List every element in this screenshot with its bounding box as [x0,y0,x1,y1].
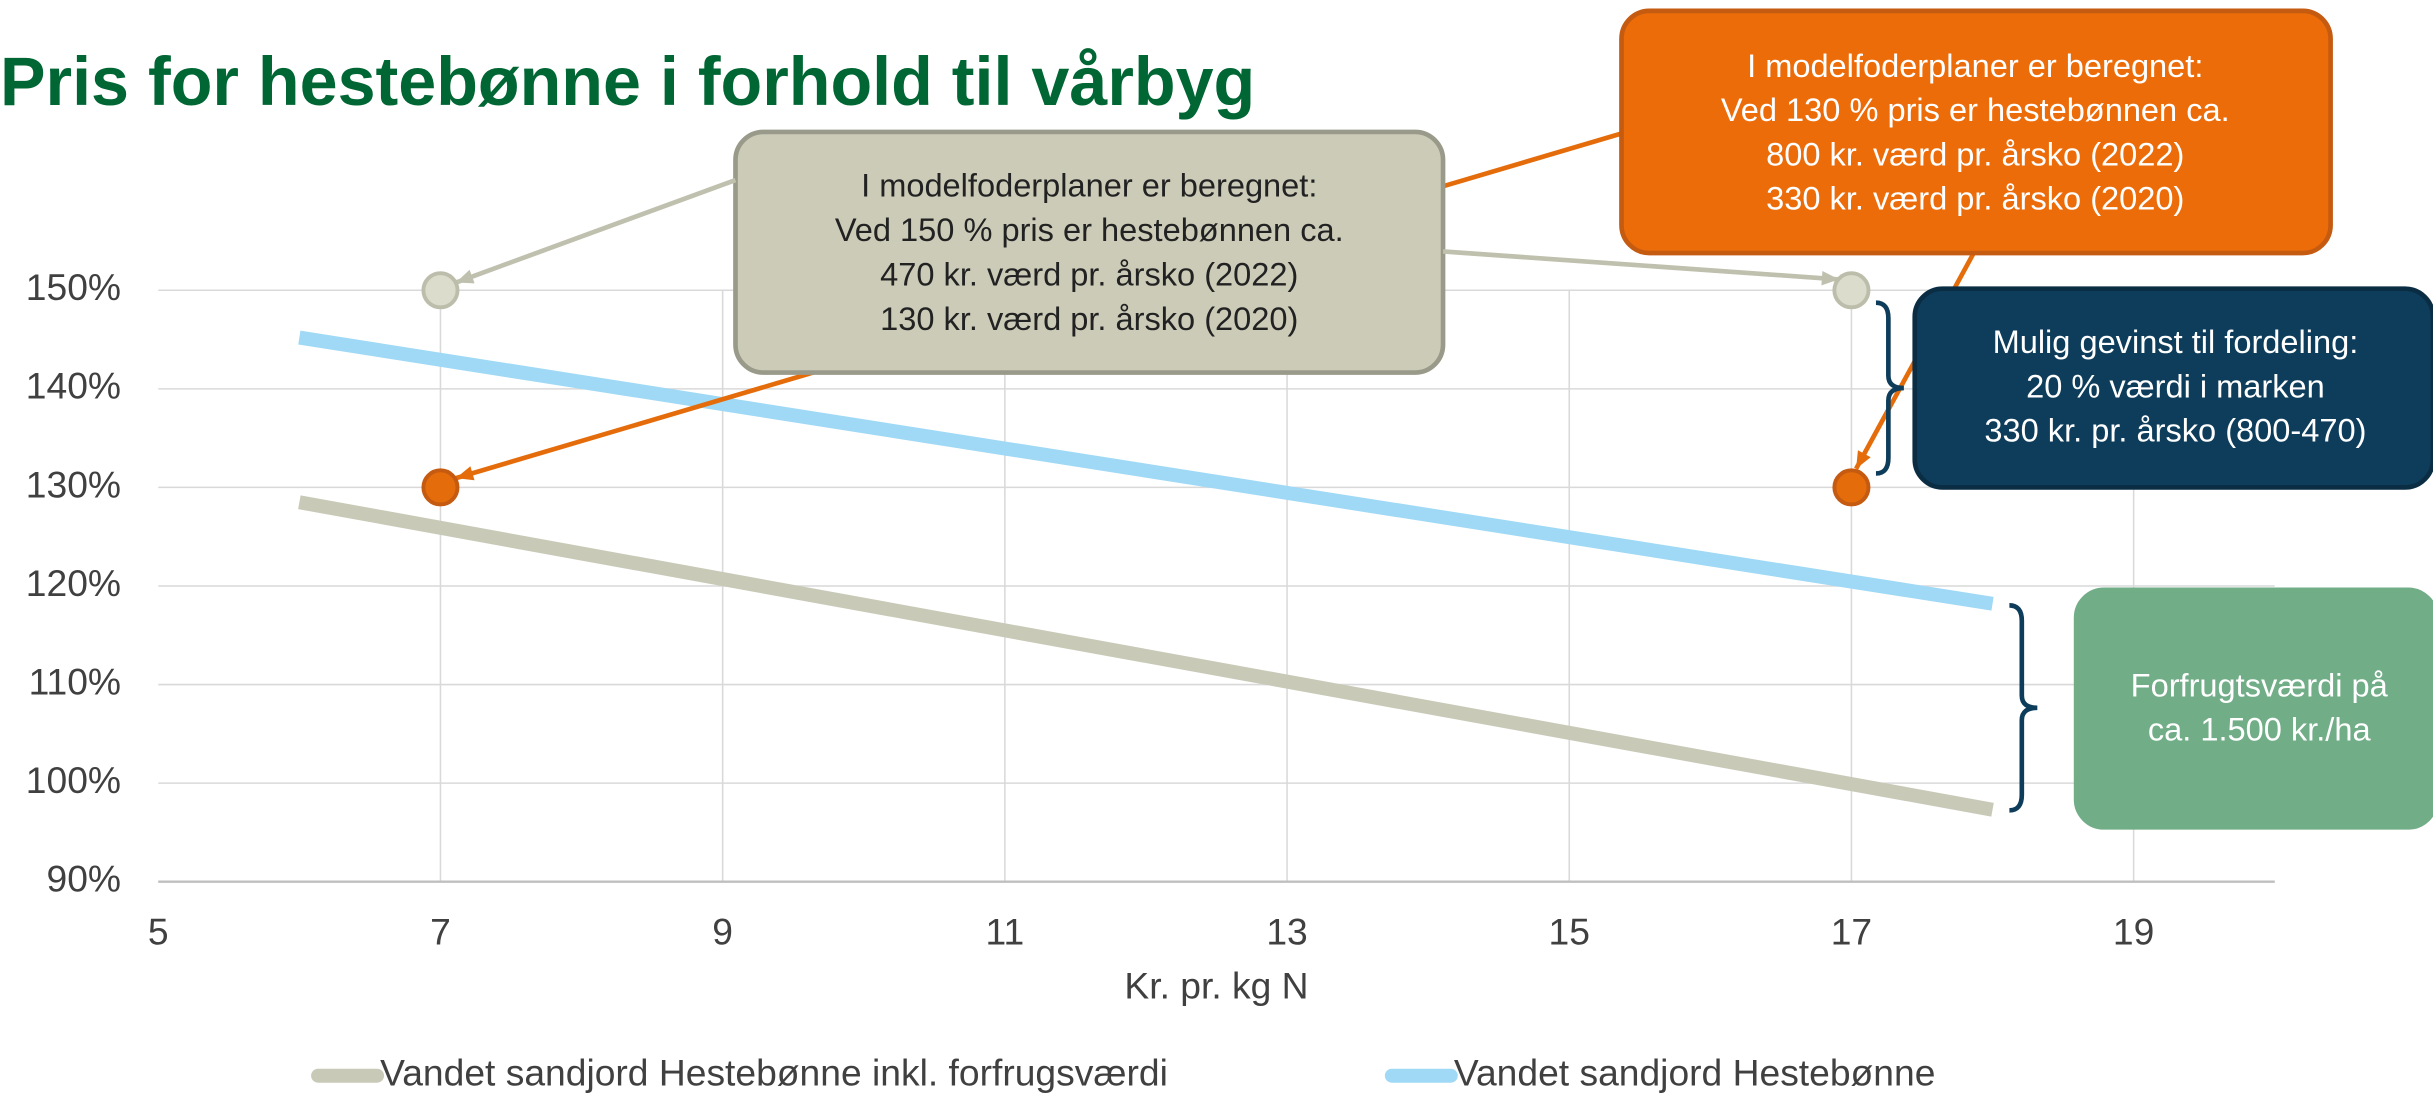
arrow-head [1821,270,1840,286]
annotation-text: 130 kr. værd pr. årsko (2020) [880,300,1298,337]
y-tick-label: 100% [26,759,121,801]
annotation-text: I modelfoderplaner er beregnet: [861,166,1317,203]
brace [2009,603,2038,813]
arrow-head [455,269,475,284]
brace [1875,300,1904,476]
x-tick-label: 19 [2113,910,2154,952]
annotation-text: 330 kr. værd pr. årsko (2020) [1766,180,2184,217]
legend-label: Vandet sandjord Hestebønne [1454,1052,1936,1094]
y-tick-label: 150% [26,266,121,308]
y-tick-label: 110% [29,660,121,702]
chart-title: Pris for hestebønne i forhold til vårbyg [0,44,1255,120]
annotation-text: 470 kr. værd pr. årsko (2022) [880,256,1298,293]
y-tick-label: 140% [26,365,121,407]
x-tick-label: 9 [712,910,733,952]
annotation-box [1912,286,2433,490]
x-tick-label: 11 [986,910,1025,952]
arrow-head [455,466,475,481]
y-tick-label: 130% [26,463,121,505]
annotation-text: 800 kr. værd pr. årsko (2022) [1766,135,2184,172]
arrow [455,177,737,285]
marker [421,271,460,310]
series-line [298,330,1994,611]
annotation-text: Ved 150 % pris er hestebønnen ca. [835,211,1344,248]
annotation-text: Mulig gevinst til fordeling: [1993,323,2359,360]
marker [1832,468,1871,507]
y-tick-label: 120% [26,562,121,604]
arrow [1442,249,1840,282]
annotation-text: 20 % værdi i marken [2026,367,2325,404]
x-tick-label: 17 [1831,910,1872,952]
annotation-text: ca. 1.500 kr./ha [2148,710,2372,747]
annotation-text: Ved 130 % pris er hestebønnen ca. [1721,91,2230,128]
marker [1832,271,1871,310]
marker [421,468,460,507]
annotation-box [1619,8,2333,256]
legend-label: Vandet sandjord Hestebønne inkl. forfrug… [380,1052,1168,1094]
annotation-text: Forfrugtsværdi på [2131,666,2389,703]
annotation-text: I modelfoderplaner er beregnet: [1747,47,2203,84]
x-axis-label: Kr. pr. kg N [1124,965,1308,1007]
y-tick-label: 90% [47,858,122,900]
annotation-box [2073,587,2433,830]
series-line [298,495,1994,817]
x-tick-label: 13 [1266,910,1307,952]
x-tick-label: 15 [1549,910,1590,952]
x-tick-label: 5 [148,910,169,952]
x-tick-label: 7 [430,910,451,952]
arrow-head [1856,450,1871,469]
annotation-text: 330 kr. pr. årsko (800-470) [1984,412,2366,449]
